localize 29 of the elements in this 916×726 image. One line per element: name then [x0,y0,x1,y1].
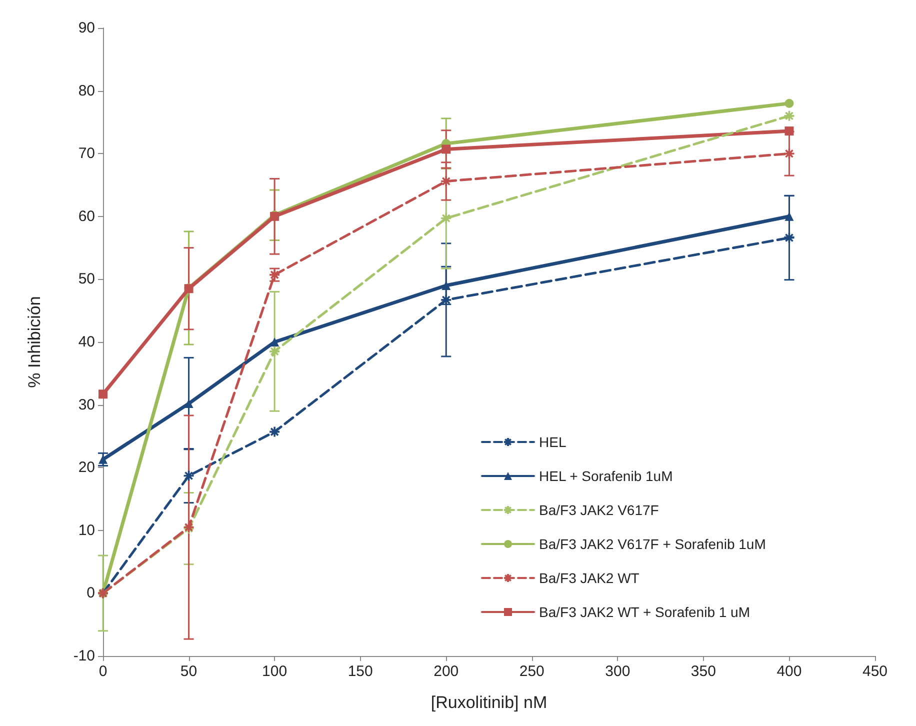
x-tick-label: 200 [434,663,459,680]
legend-label: Ba/F3 JAK2 V617F [539,502,659,518]
x-tick-label: 250 [519,663,544,680]
y-tick-label: 10 [78,522,95,539]
x-tick-label: 450 [862,663,888,680]
legend-label: HEL [539,434,566,450]
y-tick-label: 70 [78,145,95,162]
legend-label: Ba/F3 JAK2 V617F + Sorafenib 1uM [539,536,766,552]
y-tick-label: 90 [78,20,95,36]
x-tick-label: 100 [262,663,288,680]
x-tick-label: 400 [776,663,802,680]
y-tick-label: -10 [73,648,95,664]
x-tick-label: 150 [348,663,373,680]
y-tick-label: 50 [78,270,95,288]
x-tick-label: 350 [690,663,716,680]
y-tick-label: 60 [78,208,95,225]
y-tick-label: 30 [78,396,95,414]
x-axis-title: [Ruxolitinib] nM [430,693,548,712]
y-tick-label: 40 [78,334,95,350]
y-tick-label: 0 [86,584,95,602]
y-tick-label: 20 [78,459,95,476]
x-tick-label: 0 [98,663,108,680]
x-tick-label: 300 [605,663,630,680]
x-tick-label: 50 [180,663,198,680]
legend-label: HEL + Sorafenib 1uM [539,468,673,484]
legend-label: Ba/F3 JAK2 WT [539,570,640,586]
y-axis-title: % Inhibición [25,296,44,388]
legend-label: Ba/F3 JAK2 WT + Sorafenib 1 uM [539,604,750,620]
y-tick-label: 80 [78,82,95,100]
